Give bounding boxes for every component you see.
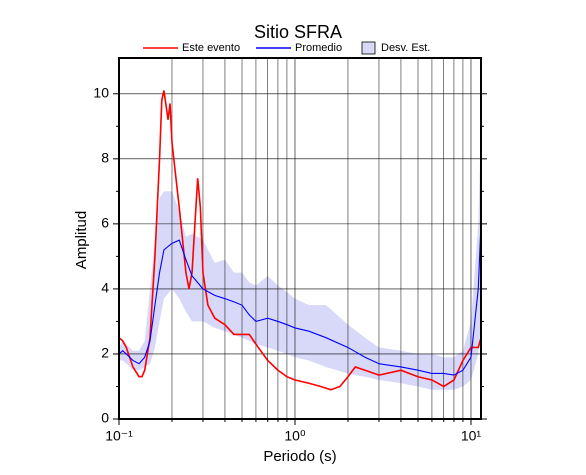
legend-label: Desv. Est. (381, 42, 430, 54)
x-axis-label: Periodo (s) (263, 448, 336, 465)
chart-title: Sitio SFRA (254, 22, 342, 42)
y-tick-label: 4 (101, 280, 109, 296)
series-line (118, 90, 482, 391)
y-axis-label: Amplitud (73, 211, 90, 269)
y-tick-label: 6 (101, 215, 109, 231)
x-tick-label: 10¹ (461, 428, 482, 444)
legend-label: Este evento (182, 42, 240, 54)
x-tick-label: 10⁻¹ (105, 428, 133, 444)
legend-swatch (361, 41, 376, 55)
legend-label: Promedio (295, 42, 342, 54)
y-tick-label: 10 (93, 84, 109, 100)
std-band (119, 126, 481, 390)
plot-frame (118, 57, 482, 420)
y-tick-label: 2 (101, 345, 109, 361)
x-tick-label: 10⁰ (284, 428, 306, 444)
series-line (118, 223, 482, 376)
y-tick-label: 8 (101, 150, 109, 166)
y-tick-label: 0 (101, 410, 109, 426)
